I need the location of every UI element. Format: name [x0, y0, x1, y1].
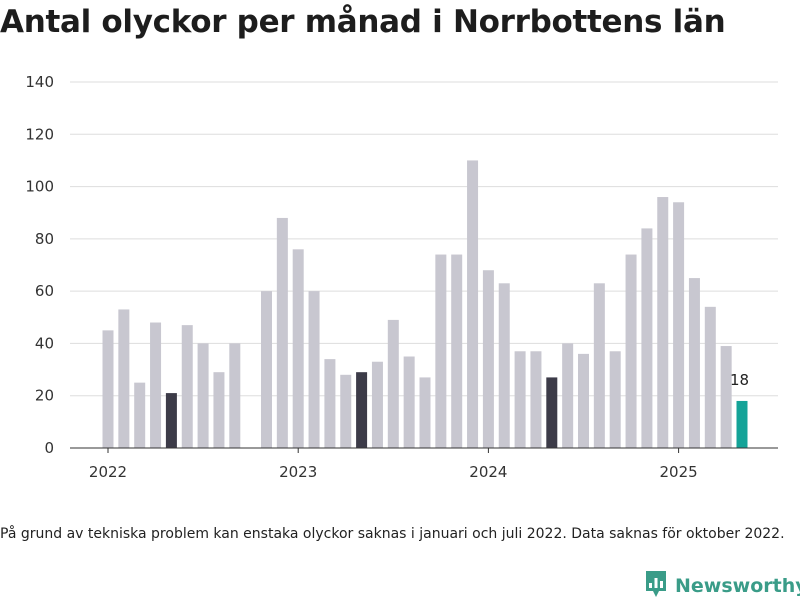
- bar-2023-10: [435, 254, 447, 448]
- brand-name: Newsworthy: [675, 575, 800, 597]
- bar-2024-04: [530, 351, 542, 448]
- y-tick-label: 0: [44, 439, 54, 457]
- bar-2024-11: [641, 228, 653, 448]
- grid-lines: [70, 81, 778, 397]
- bar-2024-12: [657, 197, 669, 448]
- bar-2022-04: [150, 322, 162, 448]
- bar-2023-07: [387, 319, 399, 448]
- chart-title: Antal olyckor per månad i Norrbottens lä…: [0, 4, 726, 40]
- x-tick-label: 2022: [89, 463, 127, 481]
- bars: [102, 160, 748, 448]
- bar-2023-06: [371, 361, 383, 448]
- bar-2023-12: [467, 160, 479, 448]
- bar-2025-04: [720, 346, 732, 448]
- bar-2024-06: [562, 343, 574, 448]
- bar-2023-02: [308, 291, 320, 448]
- x-tick-label: 2024: [469, 463, 507, 481]
- bar-2022-09: [229, 343, 241, 448]
- bar-2025-03: [704, 306, 716, 448]
- bar-2023-03: [324, 359, 336, 448]
- y-axis-ticks: 0 20 40 60 80 100 120 140: [25, 73, 54, 457]
- bar-2025-02: [688, 278, 700, 448]
- bar-2023-01: [292, 249, 304, 448]
- bar-2024-05: [546, 377, 558, 448]
- x-tick-label: 2023: [279, 463, 317, 481]
- newsworthy-logo-icon: [644, 569, 668, 603]
- y-tick-label: 20: [35, 387, 54, 405]
- bar-2023-09: [419, 377, 431, 448]
- bar-2022-11: [261, 291, 272, 448]
- bar-2025-05: [736, 400, 748, 448]
- bar-2023-04: [340, 374, 352, 448]
- footnote: På grund av tekniska problem kan enstaka…: [0, 526, 785, 542]
- y-tick-label: 100: [25, 178, 54, 196]
- bar-2025-01: [673, 202, 685, 448]
- y-tick-label: 40: [35, 334, 54, 352]
- bar-2024-10: [625, 254, 637, 448]
- latest-value-label: 18: [730, 371, 749, 389]
- bar-2023-08: [403, 356, 415, 448]
- bar-2022-12: [276, 217, 288, 448]
- data-labels: 18: [730, 371, 749, 389]
- bar-2022-01: [102, 330, 114, 448]
- x-tick-label: 2025: [660, 463, 698, 481]
- bar-2024-07: [578, 353, 589, 448]
- bar-2023-11: [451, 254, 463, 448]
- y-tick-label: 80: [35, 230, 54, 248]
- y-tick-label: 120: [25, 125, 54, 143]
- bar-2022-05: [165, 393, 177, 448]
- bar-2023-05: [356, 372, 368, 448]
- bar-chart: 0 20 40 60 80 100 120 140 2022 2023 2024 2025 18: [25, 73, 778, 481]
- bar-2024-03: [514, 351, 526, 448]
- bar-2022-08: [213, 372, 225, 448]
- bar-2024-08: [593, 283, 605, 448]
- brand-logo[interactable]: Newsworthy: [644, 569, 800, 603]
- bar-2024-01: [482, 270, 494, 448]
- bar-2022-06: [181, 325, 193, 448]
- bar-2022-03: [134, 382, 146, 448]
- bar-2022-02: [118, 309, 130, 448]
- y-tick-label: 140: [25, 73, 54, 91]
- bar-2024-02: [498, 283, 510, 448]
- y-tick-label: 60: [35, 282, 54, 300]
- bar-2024-09: [609, 351, 621, 448]
- x-axis-ticks: 2022 2023 2024 2025: [89, 448, 698, 481]
- bar-2022-07: [197, 343, 209, 448]
